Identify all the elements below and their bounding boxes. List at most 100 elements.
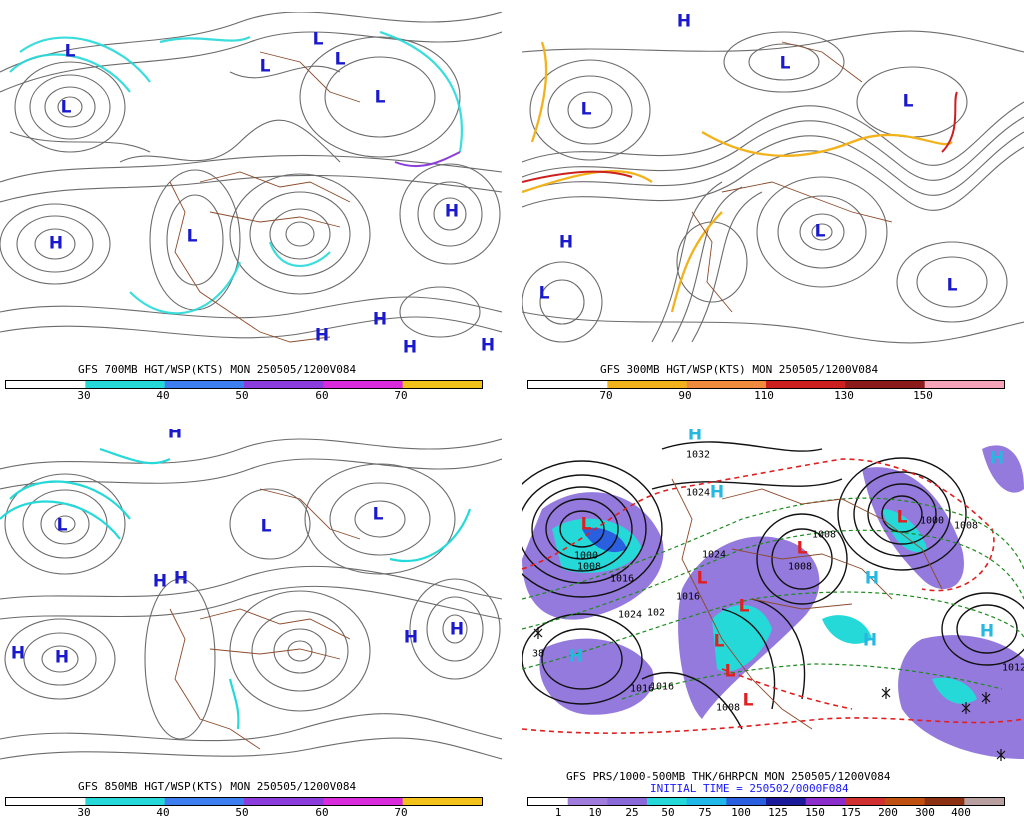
isobar-label: 102 <box>646 607 666 619</box>
colorbar-swatch <box>244 798 324 805</box>
colorbar-swatch <box>323 381 404 388</box>
colorbar-swatches <box>528 381 1004 388</box>
colorbar <box>527 797 1005 806</box>
colorbar-swatch <box>686 381 767 388</box>
pressure-center: H <box>372 309 388 330</box>
colorbar-swatch <box>964 798 1004 805</box>
colorbar-swatch <box>6 381 86 388</box>
colorbar-swatch <box>766 798 807 805</box>
isobar-label: 1008 <box>715 702 741 714</box>
colorbar-tick: 70 <box>599 389 613 402</box>
isobar-label: 1016 <box>609 573 635 585</box>
colorbar-swatch <box>528 381 608 388</box>
pressure-center: H <box>403 627 419 648</box>
colorbar-swatch <box>402 381 482 388</box>
colorbar-tick: 100 <box>731 806 751 819</box>
pressure-center: L <box>372 504 384 525</box>
colorbar-swatch <box>528 798 569 805</box>
panel-850mb: H L L L H H H H H H GFS 850MB HGT/WSP(KT… <box>0 411 502 819</box>
panel-700mb: L L L L L L H L H H H H H GFS 700MB HGT/… <box>0 0 502 408</box>
colorbar-swatches <box>528 798 1004 805</box>
pressure-center: H <box>449 619 465 640</box>
colorbar <box>527 380 1005 389</box>
isobar-label: 1008 <box>576 561 602 573</box>
colorbar-tick: 75 <box>698 806 712 819</box>
colorbar-tick: 300 <box>915 806 935 819</box>
colorbar-tick: 70 <box>394 806 408 819</box>
map-300mb: H L L L H L L L <box>522 12 1024 356</box>
isobar-label: 1008 <box>953 520 979 532</box>
pressure-center: L <box>538 283 550 304</box>
colorbar-tick: 30 <box>77 389 91 402</box>
pressure-center: H <box>48 233 64 254</box>
pressure-center: L <box>334 49 346 70</box>
colorbar-tick: 150 <box>805 806 825 819</box>
colorbar-tick: 10 <box>588 806 602 819</box>
pressure-center: L <box>60 97 72 118</box>
colorbar-swatch <box>402 798 482 805</box>
colorbar-tick: 50 <box>235 389 249 402</box>
isobar-label: 1024 <box>685 487 711 499</box>
map-prs: H H L H L L H H L L L L H H L 1032 1024 … <box>522 429 1024 769</box>
colorbar-swatch <box>164 798 245 805</box>
colorbar <box>5 380 483 389</box>
isobar-label: 1016 <box>675 591 701 603</box>
isobar-label: 1008 <box>811 529 837 541</box>
colorbar-tick: 1 <box>554 806 562 819</box>
panel-title: GFS PRS/1000-500MB THK/6HRPCN MON 250505… <box>566 770 891 783</box>
pressure-center: H <box>676 12 692 32</box>
pressure-center: H <box>687 429 703 445</box>
map-700mb: L L L L L L H L H H H H H <box>0 12 502 356</box>
streamline-field-700 <box>0 12 502 343</box>
isobar-label: 1000 <box>573 550 599 562</box>
streamline-field-300 <box>522 30 1024 344</box>
colorbar-swatch <box>244 381 324 388</box>
colorbar-swatch <box>924 798 965 805</box>
pressure-center: L <box>796 538 808 559</box>
panel-title: GFS 850MB HGT/WSP(KTS) MON 250505/1200V0… <box>78 780 357 793</box>
pressure-center: H <box>314 325 330 346</box>
colorbar-tick: 25 <box>625 806 639 819</box>
colorbar-swatch <box>647 798 688 805</box>
colorbar-swatches <box>6 798 482 805</box>
pressure-center: L <box>713 631 725 652</box>
colorbar-tick: 150 <box>913 389 933 402</box>
isobar-label: 1024 <box>701 549 727 561</box>
colorbar-swatch <box>686 798 727 805</box>
precip-pressure-field <box>522 441 1024 761</box>
colorbar-swatch <box>766 381 846 388</box>
pressure-center: H <box>10 643 26 664</box>
pressure-center: L <box>580 99 592 120</box>
pressure-center: L <box>946 275 958 296</box>
pressure-center: L <box>814 221 826 242</box>
pressure-center: L <box>724 661 736 682</box>
pressure-center: H <box>54 647 70 668</box>
colorbar-tick: 200 <box>878 806 898 819</box>
panel-title: GFS 300MB HGT/WSP(KTS) MON 250505/1200V0… <box>600 363 879 376</box>
colorbar-tick: 40 <box>156 806 170 819</box>
colorbar-swatch <box>85 381 166 388</box>
pressure-center: H <box>152 571 168 592</box>
colorbar-swatch <box>6 798 86 805</box>
colorbar-tick: 70 <box>394 389 408 402</box>
colorbar-tick: 90 <box>678 389 692 402</box>
colorbar-swatch <box>323 798 404 805</box>
colorbar-tick: 400 <box>951 806 971 819</box>
colorbar-swatch <box>607 798 648 805</box>
pressure-center: H <box>709 482 725 503</box>
colorbar-swatches <box>6 381 482 388</box>
colorbar-swatch <box>726 798 767 805</box>
streamline-field-850 <box>0 438 502 760</box>
pressure-center: H <box>480 335 496 356</box>
pressure-center: L <box>56 515 68 536</box>
isobar-label: 1032 <box>685 449 711 461</box>
pressure-center: H <box>864 568 880 589</box>
colorbar-tick: 130 <box>834 389 854 402</box>
pressure-center: H <box>862 630 878 651</box>
isobar-label: 1016 <box>649 681 675 693</box>
isobar-label: 38 <box>531 648 545 660</box>
pressure-center: L <box>738 596 750 617</box>
panel-title: GFS 700MB HGT/WSP(KTS) MON 250505/1200V0… <box>78 363 357 376</box>
pressure-center: H <box>167 429 183 443</box>
isobar-label: 1024 <box>617 609 643 621</box>
